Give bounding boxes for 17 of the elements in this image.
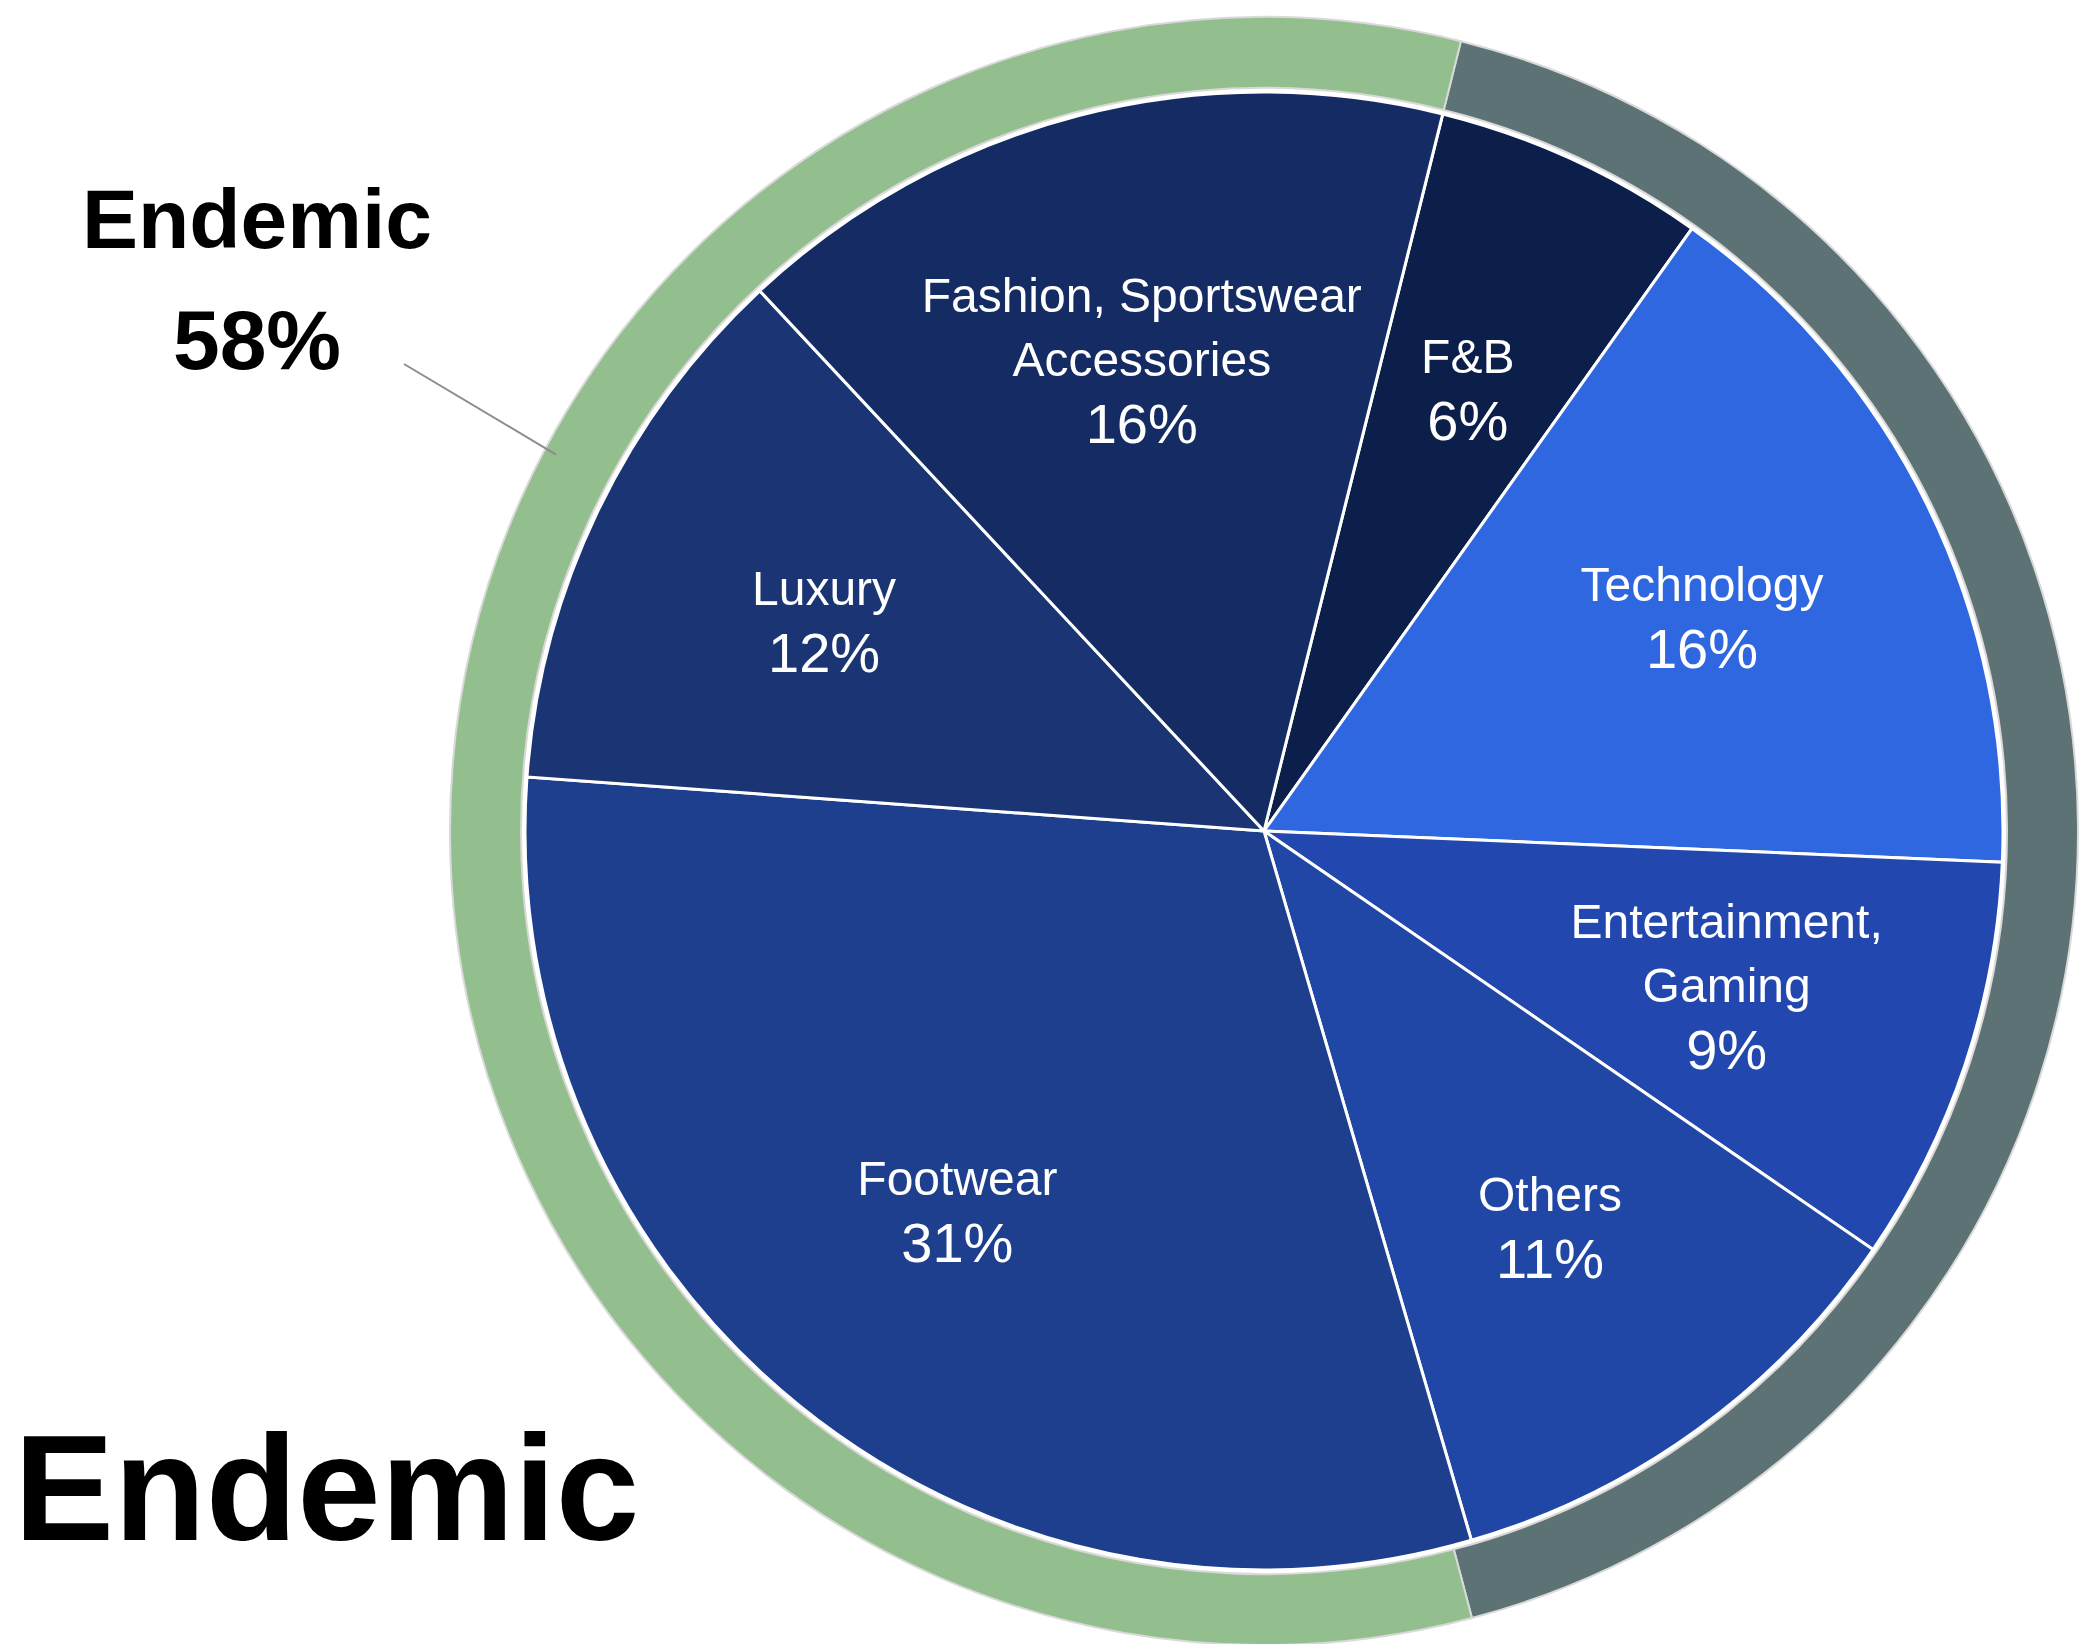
slice-label: Footwear: [857, 1151, 1058, 1205]
text: Endemic: [14, 1404, 640, 1572]
slice-label: Luxury: [752, 561, 897, 615]
slice-label: Entertainment, Gaming: [1570, 894, 1883, 1012]
slice-label: Fashion, Sportswear Accessories: [921, 268, 1362, 386]
data-label: 12%: [768, 620, 881, 684]
data-label: 58%: [172, 293, 342, 387]
data-label: 6%: [1427, 388, 1509, 452]
slice-label: F&B: [1421, 329, 1515, 383]
data-label: 16%: [1085, 391, 1198, 455]
data-label: 9%: [1686, 1017, 1768, 1081]
data-label: 16%: [1645, 616, 1759, 680]
slice-label: Others: [1477, 1167, 1623, 1221]
data-label: 31%: [901, 1210, 1014, 1274]
slice-label: Endemic: [81, 172, 433, 266]
slice-label: Technology: [1580, 557, 1824, 611]
data-label: 11%: [1496, 1226, 1604, 1290]
